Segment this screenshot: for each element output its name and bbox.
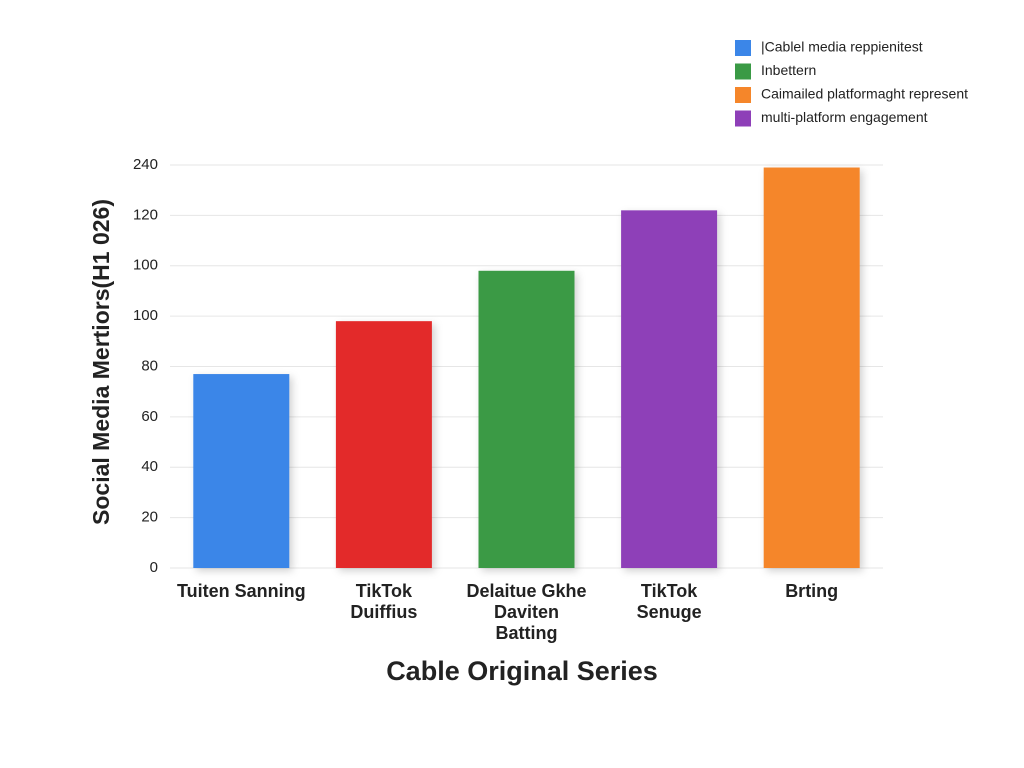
y-tick-label: 120 (133, 206, 158, 223)
x-tick-label-box: Delaitue Gkhe Daviten Batting (466, 581, 587, 643)
x-tick-label: TikTok Senuge (636, 581, 702, 622)
y-tick-label: 0 (150, 559, 158, 576)
bar (478, 270, 575, 568)
bar (763, 167, 860, 569)
y-tick-label: 240 (133, 156, 158, 173)
x-tick-label-box: Brting (785, 581, 839, 601)
y-tick-label: 60 (141, 408, 158, 425)
x-tick-label-box: TikTok Duiffius (350, 581, 418, 622)
y-tick-label: 20 (141, 509, 158, 526)
y-tick-label: 40 (141, 458, 158, 475)
legend-swatch (735, 63, 751, 80)
x-tick-label: Tuiten Sanning (176, 581, 306, 601)
legend-text: Caimailed platformaght represent (761, 86, 968, 102)
y-axis-title: Social Media Mertiors(H1 026) (88, 199, 114, 525)
y-tick-label: 80 (141, 357, 158, 374)
y-tick-label: 100 (133, 257, 158, 274)
bar (193, 374, 290, 568)
y-tick-label: 100 (133, 307, 158, 324)
legend-text: |Cablel media reppienitest (761, 39, 923, 55)
x-axis-title: Cable Original Series (386, 656, 658, 686)
legend-swatch (735, 87, 751, 103)
bar (335, 321, 432, 568)
legend-text: multi-platform engagement (761, 109, 928, 125)
x-tick-label: Brting (785, 581, 839, 601)
legend-swatch (735, 110, 751, 127)
legend-text: Inbettern (761, 62, 816, 78)
x-tick-label: TikTok Duiffius (350, 581, 418, 622)
x-tick-label-box: TikTok Senuge (636, 581, 702, 622)
legend-swatch (735, 40, 751, 56)
x-tick-label: Delaitue Gkhe Daviten Batting (466, 581, 587, 643)
x-tick-label-box: Tuiten Sanning (176, 581, 306, 601)
bar (621, 210, 718, 568)
